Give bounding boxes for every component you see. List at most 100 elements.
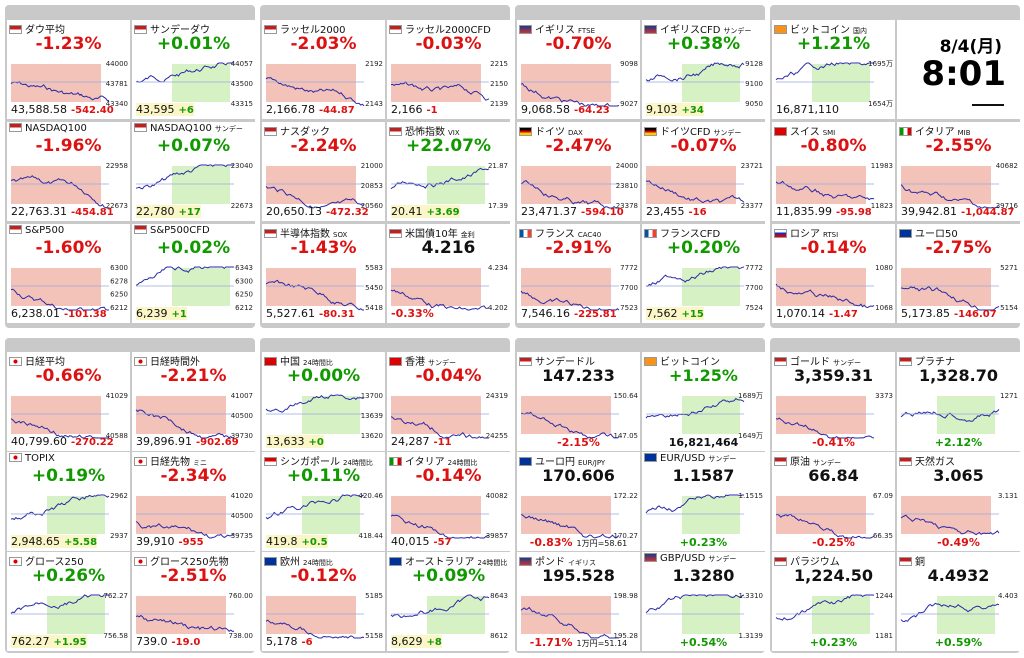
change-percent: -2.51% bbox=[160, 566, 227, 586]
price: 3,359.31 bbox=[794, 366, 873, 385]
name: 日経先物 bbox=[150, 457, 190, 468]
change-percent: -1.60% bbox=[35, 238, 102, 258]
sparkline: 23040 22673 bbox=[135, 162, 253, 210]
axis-label: 22958 bbox=[106, 162, 128, 170]
axis-label: 418.44 bbox=[359, 532, 384, 540]
price-row: 5,527.61 -80.31 bbox=[266, 307, 355, 320]
tile-header: 天然ガス bbox=[899, 453, 955, 468]
axis-label: 5185 bbox=[365, 592, 383, 600]
price: 22,763.31 bbox=[11, 205, 67, 218]
sparkline: 40682 39716 bbox=[900, 162, 1019, 210]
name: シンガポール bbox=[280, 457, 340, 468]
sparkline: 1271 bbox=[900, 392, 1018, 434]
change-percent: +0.07% bbox=[156, 136, 231, 156]
change: -472.32 bbox=[325, 207, 369, 218]
tile-header: フランス CAC40 bbox=[519, 225, 601, 240]
sub-label: イギリス bbox=[568, 559, 596, 567]
panel-group: 日経平均 41029 40588 -0.66% 40,799.60 -270.22 日経時間… bbox=[5, 338, 255, 653]
tile-header: 日経先物 ミニ bbox=[134, 453, 207, 468]
range-shade bbox=[521, 396, 611, 434]
sparkline: 762.27 756.58 bbox=[10, 592, 128, 640]
flag bbox=[389, 357, 402, 366]
change-percent: +0.20% bbox=[666, 238, 741, 258]
price-row: 43,588.58 -542.40 bbox=[11, 103, 114, 116]
price-line bbox=[775, 417, 875, 439]
tile-header: 日経時間外 bbox=[134, 353, 200, 368]
axis-label: 24255 bbox=[486, 432, 508, 440]
flag bbox=[9, 225, 22, 234]
axis-label: 2192 bbox=[365, 60, 383, 68]
price-row: 20,650.13 -472.32 bbox=[266, 205, 369, 218]
axis-label: 39716 bbox=[996, 202, 1019, 210]
price-line bbox=[520, 606, 620, 639]
sparkline: 44057 43500 43315 bbox=[135, 60, 253, 108]
sub-label: 24時間比 bbox=[303, 359, 333, 367]
price-line bbox=[390, 514, 490, 539]
price: 43,595 bbox=[136, 103, 175, 116]
axis-label: 13700 bbox=[361, 392, 383, 400]
yen-rate: 1万円=51.14 bbox=[576, 639, 628, 648]
price: 2,166 bbox=[391, 103, 423, 116]
tile: グロース250 762.27 756.58 +0.26% 762.27 +1.95 bbox=[7, 552, 130, 651]
sparkline: 7772 7700 7523 bbox=[520, 264, 638, 312]
sparkline: 40082 39857 bbox=[390, 492, 508, 540]
range-shade bbox=[521, 496, 611, 534]
tile-header: TOPIX bbox=[9, 453, 55, 464]
name: S&P500 bbox=[25, 225, 65, 236]
axis-label: 4.234 bbox=[488, 264, 509, 272]
flag bbox=[134, 123, 147, 132]
sub-label: 24時間比 bbox=[303, 559, 333, 567]
change-percent: -0.80% bbox=[800, 136, 867, 156]
name: パラジウム bbox=[790, 557, 840, 568]
tile: 天然ガス 3.131 3.065 -0.49% bbox=[897, 452, 1020, 551]
price-line bbox=[10, 594, 109, 614]
name: プラチナ bbox=[915, 357, 955, 368]
tile-header: フランスCFD bbox=[644, 225, 720, 240]
range-shade bbox=[11, 64, 101, 102]
range-shade bbox=[136, 596, 226, 634]
range-shade bbox=[682, 496, 740, 534]
axis-label: 2143 bbox=[365, 100, 383, 108]
flag bbox=[774, 357, 787, 366]
change: +0.5 bbox=[301, 537, 328, 548]
axis-label: 6300 bbox=[110, 264, 128, 272]
tile: ビットコイン 国内 1695万 1654万 +1.21% 16,871,110 bbox=[772, 20, 895, 119]
range-shade bbox=[391, 396, 481, 434]
flag bbox=[644, 453, 657, 462]
name: 米国債10年 bbox=[405, 229, 458, 240]
price: -0.33% bbox=[391, 307, 434, 320]
bottom-row: -1.71% 1万円=51.14 bbox=[517, 636, 640, 649]
tile-header: オーストラリア 24時間比 bbox=[389, 553, 507, 568]
tile: フランス CAC40 7772 7700 7523 -2.91% 7,546.16 -225.… bbox=[517, 224, 640, 323]
name: イギリスCFD bbox=[660, 25, 721, 36]
axis-label: 23378 bbox=[616, 202, 638, 210]
sub-label: 24時間比 bbox=[447, 459, 478, 467]
sparkline: 4.403 bbox=[900, 592, 1018, 634]
flag bbox=[519, 127, 532, 136]
sparkline: 7772 7700 7524 bbox=[645, 264, 764, 312]
axis-label: 40082 bbox=[486, 492, 508, 500]
price: 1.3280 bbox=[672, 566, 735, 585]
tile-header: 香港 サンデー bbox=[389, 353, 456, 368]
change-percent: +0.23% bbox=[679, 536, 728, 549]
tile: 米国債10年 金利 4.234 4.202 4.216 -0.33% bbox=[387, 224, 510, 323]
sparkline: 41029 40588 bbox=[10, 392, 128, 440]
tile-header: NASDAQ100 サンデー bbox=[134, 123, 243, 134]
price: 40,799.60 bbox=[11, 435, 67, 448]
price: 39,896.91 bbox=[136, 435, 192, 448]
change-percent: -2.91% bbox=[545, 238, 612, 258]
sparkline: 2215 2150 2139 bbox=[390, 60, 508, 108]
flag bbox=[774, 229, 787, 238]
axis-label: 9100 bbox=[745, 80, 763, 88]
tile: ビットコイン 1689万 1649万 +1.25% 16,821,464 bbox=[642, 352, 765, 451]
flag bbox=[264, 357, 277, 366]
sparkline: 1244 1181 bbox=[775, 592, 894, 640]
tile-header: ダウ平均 bbox=[9, 21, 65, 36]
sparkline: 8643 8612 bbox=[390, 592, 508, 640]
tile-header: ラッセル2000CFD bbox=[389, 21, 491, 36]
price-line bbox=[390, 81, 490, 101]
sub-label: ミニ bbox=[193, 459, 207, 467]
price-row: 40,015 -57 bbox=[391, 535, 452, 548]
price-line bbox=[900, 285, 1000, 311]
change: -57 bbox=[433, 537, 452, 548]
